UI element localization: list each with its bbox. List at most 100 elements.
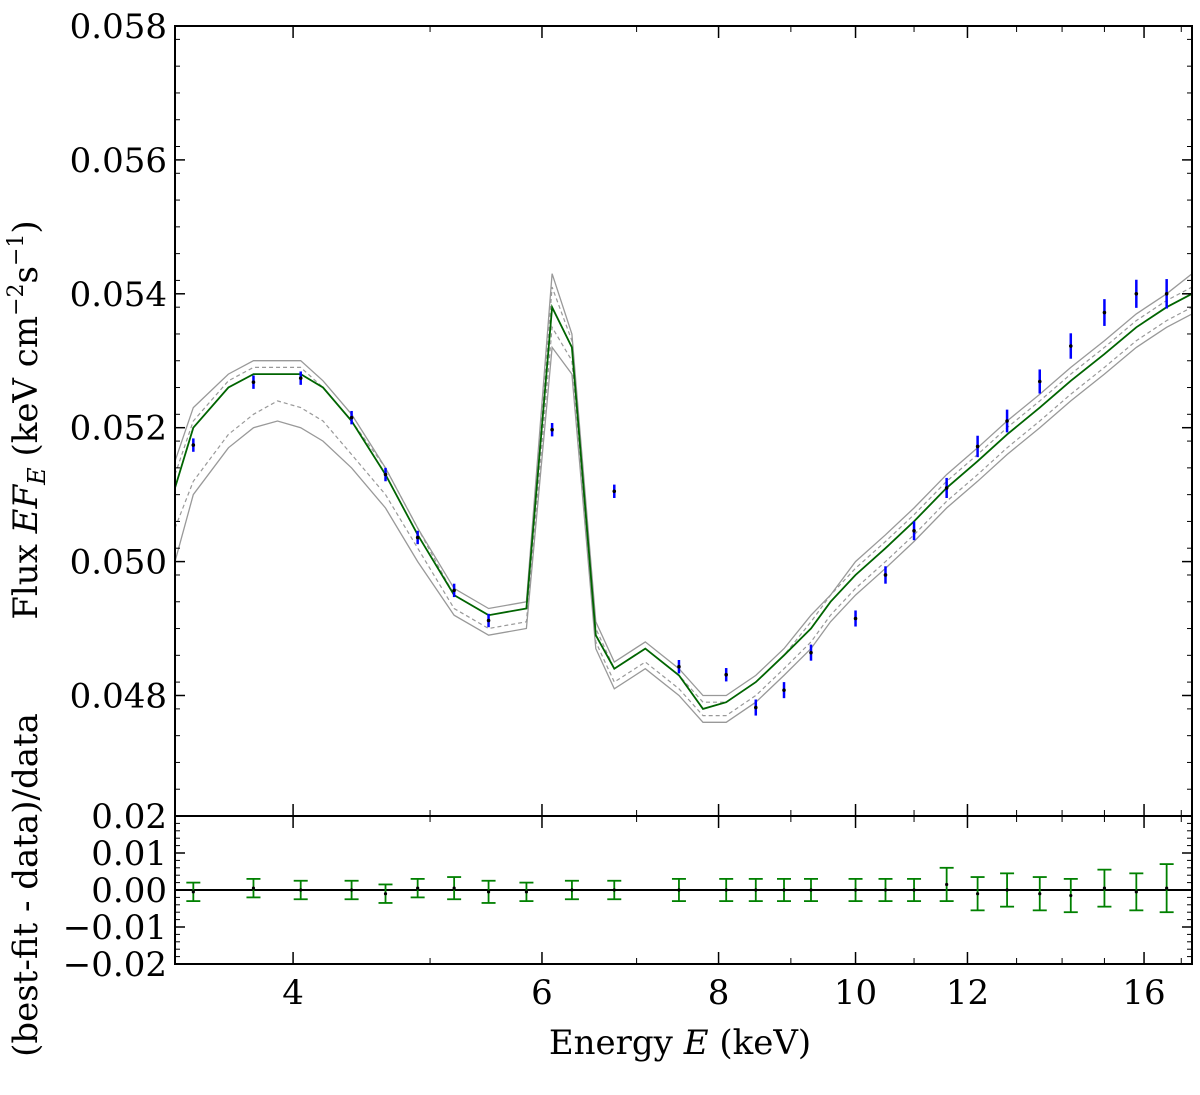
residual-panel-axes: −0.02−0.010.000.010.02 — [63, 797, 1193, 985]
data-point — [724, 668, 728, 682]
residual-panel: −0.02−0.010.000.010.02 — [63, 797, 1193, 985]
data-marker — [612, 489, 617, 494]
data-point — [349, 410, 354, 425]
data-marker — [912, 528, 916, 533]
residual-marker — [570, 888, 574, 892]
data-marker — [1134, 291, 1139, 296]
data-point — [486, 613, 491, 628]
data-point — [753, 699, 758, 716]
model-curve — [174, 293, 1193, 710]
residual-marker — [383, 892, 388, 896]
data-point — [415, 530, 420, 545]
residual-point — [519, 881, 534, 902]
data-point — [550, 423, 554, 437]
residual-marker — [524, 890, 529, 894]
data-point — [612, 484, 617, 498]
residual-marker — [1038, 892, 1042, 896]
data-point — [944, 477, 949, 498]
x-tick-label: 10 — [834, 973, 877, 1013]
data-point — [853, 610, 858, 627]
flux-y-tick-label: 0.058 — [70, 7, 167, 47]
x-axis-label-suffix: (keV) — [709, 1023, 812, 1063]
data-point — [383, 467, 388, 482]
residual-point — [907, 878, 922, 902]
data-marker — [753, 705, 758, 710]
residual-y-tick-label: 0.02 — [91, 797, 167, 837]
residual-marker — [416, 886, 420, 890]
data-point — [1037, 369, 1042, 394]
data-point — [1068, 333, 1073, 359]
residual-point — [878, 878, 893, 902]
data-marker — [251, 380, 256, 384]
residual-point — [481, 879, 496, 904]
data-marker — [853, 616, 858, 621]
flux-y-tick-label: 0.050 — [70, 543, 167, 583]
residual-point — [719, 878, 734, 902]
flux-label-mid: s — [6, 266, 46, 283]
x-tick-label: 4 — [282, 973, 304, 1013]
x-axis-label-prefix: Energy — [549, 1023, 684, 1063]
data-point — [677, 660, 681, 674]
flux-y-tick-label: 0.054 — [70, 275, 167, 315]
residual-marker — [853, 888, 858, 892]
x-tick-label: 16 — [1122, 973, 1165, 1013]
flux-label-sub: E — [23, 467, 51, 486]
residual-point — [848, 878, 863, 902]
data-marker — [1005, 419, 1009, 423]
residual-y-tick-label: −0.02 — [63, 945, 167, 985]
data-point — [1164, 279, 1169, 309]
data-points — [191, 279, 1169, 716]
residual-point — [1000, 872, 1015, 908]
residual-marker — [976, 892, 980, 896]
data-marker — [1068, 344, 1073, 348]
residual-marker — [1005, 888, 1009, 892]
data-point — [191, 438, 196, 452]
data-point — [251, 375, 256, 389]
residual-marker — [1134, 890, 1138, 894]
residual-marker — [754, 888, 758, 892]
residual-point — [564, 879, 579, 901]
residual-marker — [251, 886, 256, 890]
model-line — [174, 293, 1193, 710]
data-point — [1102, 299, 1107, 326]
residual-point — [970, 876, 985, 912]
residual-point — [777, 878, 792, 902]
data-point — [1134, 279, 1139, 308]
residual-marker — [724, 888, 728, 892]
flux-label-sup1: −2 — [4, 283, 29, 315]
residual-points — [186, 863, 1174, 914]
data-marker — [486, 618, 491, 623]
residual-point — [447, 876, 462, 901]
flux-panel-axes: 0.048 0.050 0.052 0.054 0.056 0.058 — [70, 7, 1193, 817]
residual-marker — [612, 888, 616, 892]
residual-point — [186, 881, 201, 902]
y-axis-label-residual: (best-fit - data)/data — [6, 713, 46, 1057]
data-marker — [1164, 291, 1169, 296]
data-marker — [883, 573, 888, 577]
residual-marker — [486, 890, 491, 894]
lower-inner-band — [174, 306, 1193, 717]
residual-point — [246, 878, 261, 899]
flux-label-close: ) — [6, 220, 46, 233]
residual-point — [410, 878, 425, 899]
data-point — [912, 521, 916, 541]
x-tick-label: 8 — [708, 973, 730, 1013]
data-marker — [944, 486, 949, 490]
residual-marker — [452, 886, 456, 890]
data-marker — [452, 588, 456, 593]
data-marker — [415, 535, 420, 540]
residual-point — [1159, 863, 1174, 914]
data-marker — [677, 664, 681, 669]
data-point — [298, 371, 303, 385]
residual-marker — [299, 888, 303, 892]
data-marker — [550, 427, 554, 432]
flux-y-tick-label: 0.056 — [70, 141, 167, 181]
residual-point — [607, 879, 622, 901]
residual-point — [378, 883, 393, 904]
data-marker — [1102, 310, 1107, 315]
upper-outer-band — [174, 273, 1193, 697]
flux-label-sup2: −1 — [4, 234, 29, 266]
residual-marker — [945, 882, 949, 887]
x-axis-label-var: E — [683, 1023, 709, 1063]
